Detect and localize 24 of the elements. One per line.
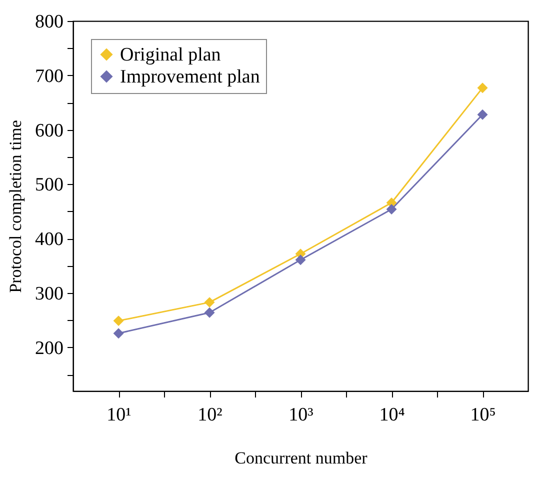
point bbox=[113, 328, 124, 339]
y-tick-label: 500 bbox=[35, 174, 64, 196]
point bbox=[477, 109, 488, 120]
point bbox=[204, 297, 215, 308]
x-axis-title: Concurrent number bbox=[234, 448, 368, 468]
point bbox=[477, 82, 488, 94]
y-tick-label: 700 bbox=[35, 66, 64, 87]
y-tick-label: 400 bbox=[35, 229, 64, 250]
x-tick-label: 10³ bbox=[288, 404, 314, 426]
x-tick-label: 10⁴ bbox=[379, 404, 406, 426]
x-tick-label: 10² bbox=[198, 404, 223, 426]
legend-label: Original plan bbox=[120, 44, 222, 66]
legend-label: Improvement plan bbox=[120, 66, 260, 88]
y-tick-label: 200 bbox=[35, 338, 64, 359]
point bbox=[113, 316, 124, 326]
y-axis-title: Protocol completion time bbox=[6, 120, 25, 293]
y-tick-label: 600 bbox=[35, 120, 64, 142]
point bbox=[386, 204, 397, 215]
y-tick-label: 300 bbox=[35, 284, 64, 305]
x-tick-label: 10¹ bbox=[106, 404, 132, 426]
point bbox=[295, 254, 306, 266]
x-tick-label: 10⁵ bbox=[470, 404, 496, 426]
y-tick-label: 800 bbox=[35, 12, 64, 32]
point bbox=[204, 307, 215, 318]
